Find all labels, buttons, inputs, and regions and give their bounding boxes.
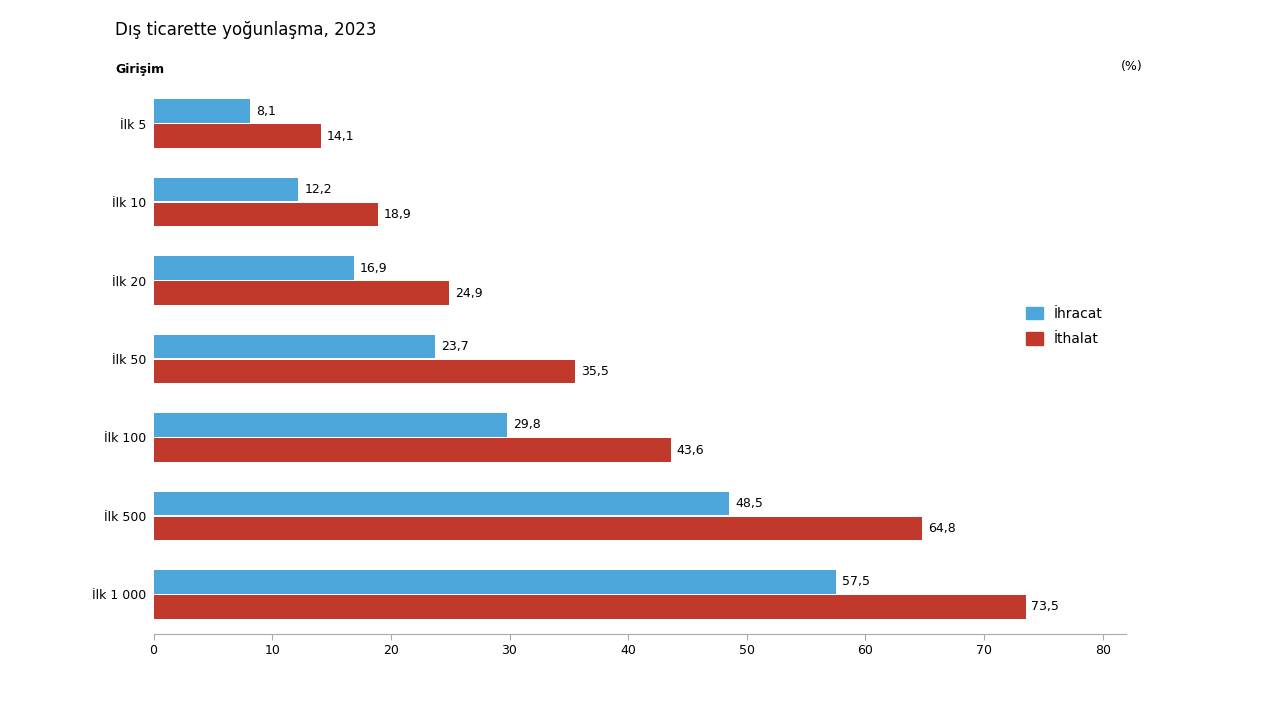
Text: 18,9: 18,9 [384,208,411,221]
Bar [154,99,250,123]
Bar [154,334,435,358]
Bar [154,125,321,148]
Bar [154,203,378,227]
Bar [154,178,298,201]
Text: 35,5: 35,5 [581,365,608,378]
Text: 73,5: 73,5 [1032,601,1060,613]
Text: 14,1: 14,1 [326,130,355,143]
Bar [154,256,355,279]
Text: 16,9: 16,9 [360,262,388,275]
Bar [154,439,671,462]
Text: 12,2: 12,2 [305,183,332,196]
Bar [154,517,923,540]
Bar [154,413,507,436]
Bar [154,282,449,305]
Text: 43,6: 43,6 [677,444,704,456]
Text: 8,1: 8,1 [256,105,275,118]
Bar [154,360,575,384]
Text: Girişim: Girişim [115,63,164,76]
Text: 57,5: 57,5 [842,575,869,589]
Text: (%): (%) [1120,61,1142,73]
Bar [154,570,836,593]
Text: 64,8: 64,8 [928,522,956,535]
Text: 23,7: 23,7 [440,340,468,353]
Bar [154,491,730,515]
Text: 29,8: 29,8 [513,418,541,432]
Legend: İhracat, İthalat: İhracat, İthalat [1019,300,1110,353]
Bar [154,595,1025,619]
Text: Dış ticarette yoğunlaşma, 2023: Dış ticarette yoğunlaşma, 2023 [115,21,376,39]
Text: 24,9: 24,9 [454,287,483,300]
Text: 48,5: 48,5 [735,497,763,510]
